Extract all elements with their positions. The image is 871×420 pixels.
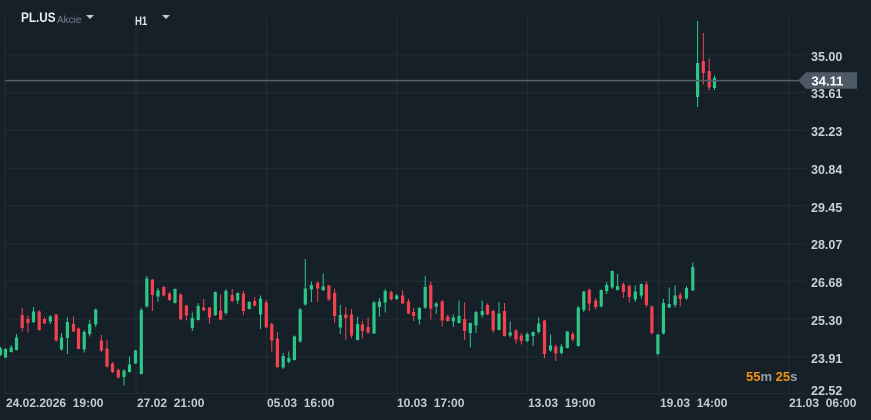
svg-text:34.11: 34.11 [812,74,844,89]
